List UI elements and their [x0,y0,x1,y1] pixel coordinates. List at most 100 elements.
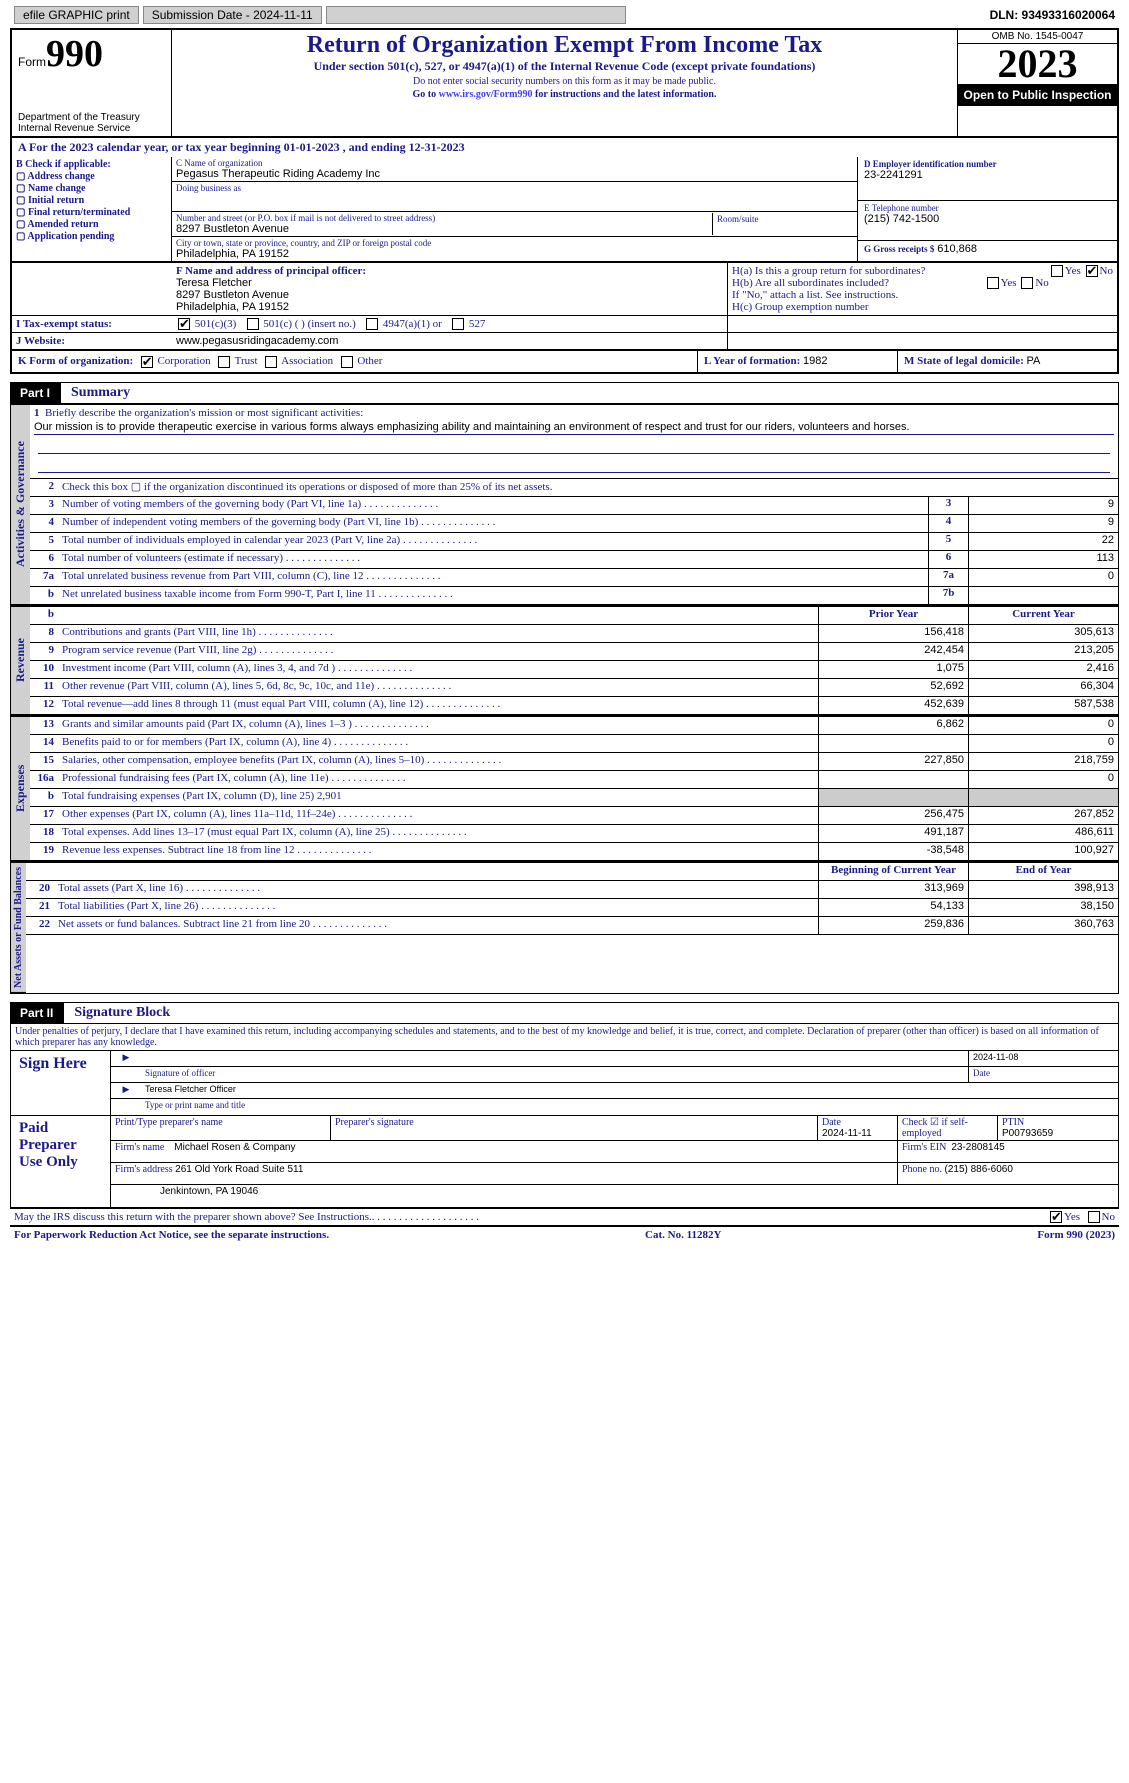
box-b: B Check if applicable: ▢ Address change … [12,157,172,261]
website-row: J Website: www.pegasusridingacademy.com [10,333,1119,351]
ein-label: D Employer identification number [864,159,1111,169]
table-row: 8Contributions and grants (Part VIII, li… [30,625,1118,643]
table-row: 20Total assets (Part X, line 16)313,9693… [26,881,1118,899]
part2-header: Part II Signature Block [10,1002,1119,1024]
street-value: 8297 Bustleton Avenue [176,223,289,235]
table-row: 10Investment income (Part VIII, column (… [30,661,1118,679]
k-form-row: K Form of organization: Corporation Trus… [10,351,1119,373]
table-row: 9Program service revenue (Part VIII, lin… [30,643,1118,661]
state-label: M State of legal domicile: [904,355,1024,367]
table-row: 14Benefits paid to or for members (Part … [30,735,1118,753]
cb-corp[interactable] [141,356,153,368]
room-label: Room/suite [717,214,849,224]
firm-addr1: 261 Old York Road Suite 511 [175,1164,303,1175]
type-label: Type or print name and title [141,1099,249,1115]
ha-label: H(a) Is this a group return for subordin… [732,265,925,277]
top-bar: efile GRAPHIC print Submission Date - 20… [10,4,1119,26]
part2-title: Signature Block [63,1002,1119,1024]
part2-num: Part II [10,1004,63,1022]
governance-tab: Activities & Governance [11,405,30,605]
table-row: 11Other revenue (Part VIII, column (A), … [30,679,1118,697]
cb-name[interactable]: ▢ Name change [16,183,167,194]
cb-initial[interactable]: ▢ Initial return [16,195,167,206]
sig-date: 2024-11-08 [973,1052,1018,1062]
table-row: 19Revenue less expenses. Subtract line 1… [30,843,1118,861]
year-formation: 1982 [803,355,827,367]
cb-other[interactable] [341,356,353,368]
revenue-section: Revenue b Prior YearCurrent Year 8Contri… [10,606,1119,716]
cb-501c3[interactable] [178,318,190,330]
cb-pending[interactable]: ▢ Application pending [16,231,167,242]
table-row: bNet unrelated business taxable income f… [30,587,1118,605]
cb-assoc[interactable] [265,356,277,368]
cat-number: Cat. No. 11282Y [645,1229,721,1241]
governance-section: Activities & Governance 1 Briefly descri… [10,404,1119,606]
cb-4947[interactable] [366,318,378,330]
cb-amended[interactable]: ▢ Amended return [16,219,167,230]
submission-button[interactable]: Submission Date - 2024-11-11 [143,6,322,24]
discuss-yes[interactable] [1050,1211,1062,1223]
netassets-tab: Net Assets or Fund Balances [11,863,26,993]
inspection-label: Open to Public Inspection [958,84,1117,106]
firm-phone-label: Phone no. [902,1164,942,1175]
ein-value: 23-2241291 [864,169,923,181]
paid-preparer-block: Paid Preparer Use Only Print/Type prepar… [10,1116,1119,1208]
ptin-value: P00793659 [1002,1128,1053,1139]
table-row: 12Total revenue—add lines 8 through 11 (… [30,697,1118,715]
dln-text: DLN: 93493316020064 [990,8,1115,22]
table-row: 22Net assets or fund balances. Subtract … [26,917,1118,935]
box-h: H(a) Is this a group return for subordin… [727,263,1117,315]
gross-value: 610,868 [937,243,977,255]
paperwork-notice: For Paperwork Reduction Act Notice, see … [14,1229,329,1241]
current-year-header: Current Year [968,607,1118,624]
officer-name: Teresa Fletcher [176,277,252,289]
table-row: 17Other expenses (Part IX, column (A), l… [30,807,1118,825]
efile-button[interactable]: efile GRAPHIC print [14,6,139,24]
prep-sig-label: Preparer's signature [331,1116,818,1140]
box-d: D Employer identification number 23-2241… [857,157,1117,261]
hb-label: H(b) Are all subordinates included? [732,277,889,289]
org-name: Pegasus Therapeutic Riding Academy Inc [176,168,380,180]
table-row: 7aTotal unrelated business revenue from … [30,569,1118,587]
firm-addr-label: Firm's address [115,1164,173,1175]
dept-text: Department of the Treasury [18,112,165,123]
form-header: Form990 Department of the Treasury Inter… [10,28,1119,138]
tax-year: 2023 [958,44,1117,84]
goto-note: Go to www.irs.gov/Form990 for instructio… [176,89,953,100]
box-c: C Name of organization Pegasus Therapeut… [172,157,857,261]
firm-name: Michael Rosen & Company [174,1142,295,1153]
ha-no[interactable] [1086,265,1098,277]
cb-address[interactable]: ▢ Address change [16,171,167,182]
part1-header: Part I Summary [10,382,1119,404]
cb-final[interactable]: ▢ Final return/terminated [16,207,167,218]
mission-label: Briefly describe the organization's miss… [45,407,363,419]
check-self-employed[interactable]: Check ☑ if self-employed [898,1116,998,1140]
officer-addr2: Philadelphia, PA 19152 [176,301,289,313]
ssn-note: Do not enter social security numbers on … [176,76,953,87]
discuss-no[interactable] [1088,1211,1100,1223]
expenses-section: Expenses 13Grants and similar amounts pa… [10,716,1119,862]
k-label: K Form of organization: [18,355,133,367]
form-title: Return of Organization Exempt From Incom… [176,32,953,59]
cb-527[interactable] [452,318,464,330]
cb-501c[interactable] [247,318,259,330]
officer-addr1: 8297 Bustleton Avenue [176,289,289,301]
prep-date: 2024-11-11 [822,1128,872,1139]
hb-yes[interactable] [987,277,999,289]
ha-yes[interactable] [1051,265,1063,277]
mission-blank [38,457,1110,473]
irs-link[interactable]: www.irs.gov/Form990 [439,89,533,100]
table-row: 5Total number of individuals employed in… [30,533,1118,551]
table-row: bTotal fundraising expenses (Part IX, co… [30,789,1118,807]
expenses-tab: Expenses [11,717,30,861]
org-name-label: C Name of organization [176,158,853,168]
revenue-tab: Revenue [11,607,30,715]
city-label: City or town, state or province, country… [176,238,853,248]
officer-typed: Teresa Fletcher Officer [145,1084,236,1094]
table-row: 16aProfessional fundraising fees (Part I… [30,771,1118,789]
sign-here-label: Sign Here [11,1051,111,1115]
cb-trust[interactable] [218,356,230,368]
website-label: J Website: [12,333,172,349]
hb-no[interactable] [1021,277,1033,289]
box-b-label: B Check if applicable: [16,159,111,170]
